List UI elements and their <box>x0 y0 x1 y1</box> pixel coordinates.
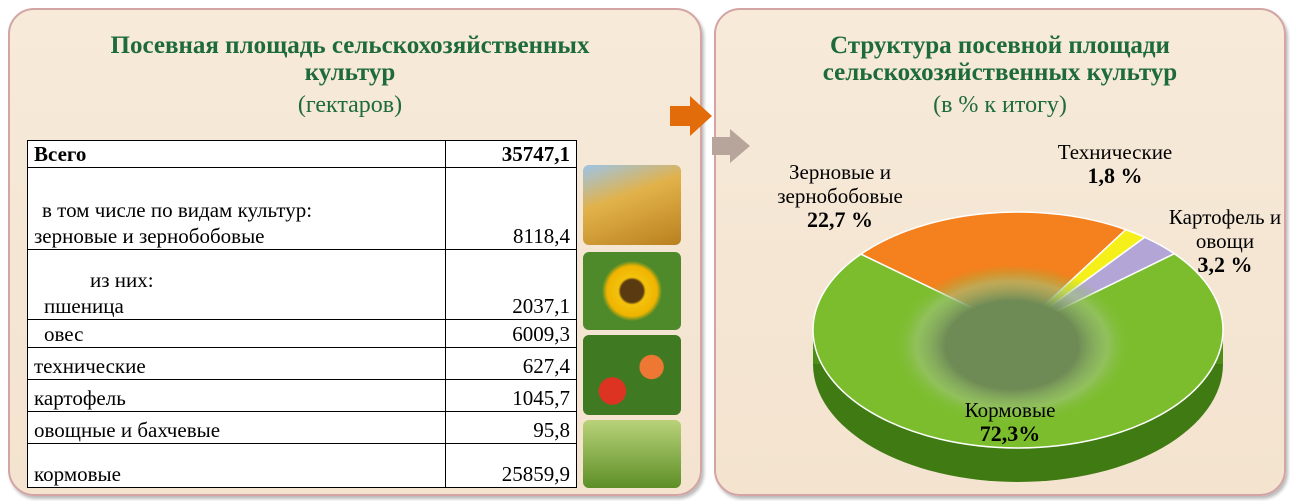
arrow <box>670 96 712 136</box>
page: Посевная площадь сельскохозяйственных ку… <box>0 0 1290 501</box>
arrow <box>712 129 750 163</box>
value-label: 72,3% <box>930 422 1090 446</box>
category-label: Картофель и овощи <box>1169 205 1281 253</box>
value-label: 22,7 % <box>760 208 920 232</box>
category-label: Технические <box>1058 140 1173 164</box>
chart <box>0 0 1290 501</box>
category-label: Зерновые и зернобобовые <box>777 160 903 208</box>
category-label: Кормовые <box>965 398 1056 422</box>
value-label: 1,8 % <box>1035 164 1195 188</box>
value-label: 3,2 % <box>1160 253 1290 277</box>
